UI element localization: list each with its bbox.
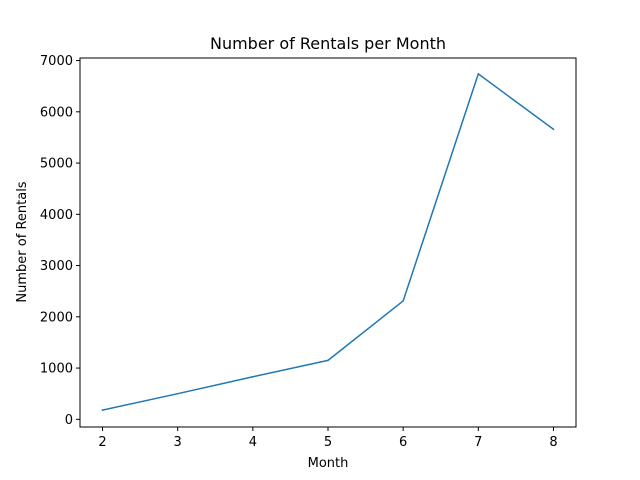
plot-frame: [79, 57, 577, 428]
data-point: [252, 376, 254, 378]
x-tick-label: 7: [474, 435, 482, 450]
x-axis-label: Month: [308, 456, 349, 471]
y-axis-ticks: 0 1000 2000 3000 4000 5000 6000 7000: [40, 54, 80, 428]
y-tick-label: 2000: [40, 310, 73, 325]
data-point: [101, 409, 104, 411]
chart-title: Number of Rentals per Month: [210, 34, 446, 53]
data-point: [176, 392, 179, 395]
y-tick-label: 6000: [40, 105, 73, 120]
x-axis-ticks: 2 3 4 5 6 7 8: [98, 427, 558, 450]
x-tick-label: 5: [324, 435, 332, 450]
y-tick-label: 3000: [40, 259, 73, 274]
plot-background: [80, 58, 576, 427]
y-tick-label: 1000: [40, 362, 73, 377]
x-tick-label: 6: [399, 435, 407, 450]
x-tick-label: 8: [549, 435, 557, 450]
y-tick-label: 5000: [40, 157, 73, 172]
y-tick-label: 0: [65, 413, 73, 428]
data-point: [402, 300, 404, 302]
series-points: [101, 73, 555, 411]
y-axis-label: Number of Rentals: [15, 181, 30, 302]
y-tick-label: 7000: [40, 54, 73, 69]
x-tick-label: 3: [174, 435, 182, 450]
data-point: [327, 359, 329, 362]
x-tick-label: 4: [249, 435, 257, 450]
data-point: [552, 128, 555, 130]
y-tick-label: 4000: [40, 208, 73, 223]
x-tick-label: 2: [98, 435, 106, 450]
data-point: [477, 73, 480, 75]
